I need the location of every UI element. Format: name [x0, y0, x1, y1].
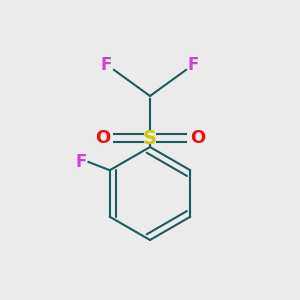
Text: F: F [101, 56, 112, 74]
Text: F: F [75, 153, 87, 171]
Text: O: O [95, 129, 110, 147]
Text: S: S [143, 128, 157, 148]
Text: O: O [190, 129, 205, 147]
Text: F: F [188, 56, 199, 74]
